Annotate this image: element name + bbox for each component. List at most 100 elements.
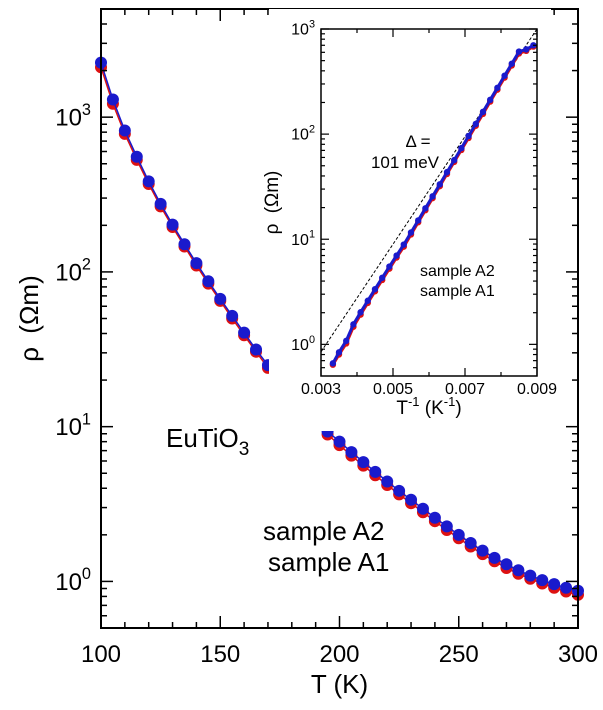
main-legend-sample-a1: sample A1 — [268, 547, 389, 577]
inset-y-axis-symbol: ρ — [262, 223, 283, 234]
inset-point-a2 — [343, 337, 350, 345]
main-point-a2 — [393, 484, 406, 497]
main-x-tick-label: 250 — [439, 641, 479, 668]
main-point-a2 — [512, 564, 525, 577]
main-point-a2 — [428, 511, 441, 524]
main-point-a2 — [190, 257, 203, 270]
main-y-tick-label: 102 — [55, 256, 91, 287]
inset-series-layer — [329, 42, 537, 368]
main-x-tick-label: 300 — [558, 641, 598, 668]
main-point-a2 — [154, 197, 167, 210]
inset-point-a2 — [494, 84, 501, 91]
main-chart: 100 150 200 250 300 100 101 102 103 T (K) ρ (Ωm)… — [14, 8, 598, 699]
main-point-a2 — [333, 435, 346, 448]
inset-x-tick-label: 0.003 — [301, 381, 341, 398]
inset-y-axis-label: ρ (Ωm) — [262, 171, 283, 235]
main-point-a2 — [524, 569, 537, 582]
main-point-a2 — [452, 528, 465, 541]
main-x-tick-label: 200 — [319, 641, 359, 668]
inset-point-a2 — [415, 217, 422, 224]
inset-point-a2 — [386, 263, 393, 270]
inset-point-a2 — [479, 108, 487, 116]
main-point-a2 — [142, 175, 155, 188]
svg-text:ρ (Ωm): ρ (Ωm) — [14, 275, 44, 361]
main-point-a2 — [488, 551, 501, 564]
inset-y-tick-label: 101 — [291, 229, 315, 249]
main-y-tick-label: 103 — [55, 101, 91, 132]
svg-text:ρ (Ωm): ρ (Ωm) — [262, 171, 283, 235]
inset-point-a2 — [350, 321, 357, 328]
inset-y-tick-label: 102 — [291, 124, 315, 144]
inset-point-a2 — [393, 252, 400, 259]
main-point-a2 — [166, 218, 179, 231]
main-x-tick-label: 100 — [81, 641, 121, 668]
inset-y-tick-label: 100 — [291, 334, 315, 354]
main-point-a2 — [106, 93, 119, 106]
inset-point-a2 — [472, 120, 479, 128]
main-point-a2 — [381, 475, 394, 488]
inset-legend-sample-a1: sample A1 — [420, 283, 495, 300]
inset-point-a2 — [443, 168, 451, 176]
inset-point-a2 — [357, 309, 364, 316]
inset-x-axis-label: T-1 (K-1) — [396, 394, 461, 419]
main-series-layer — [95, 56, 584, 601]
main-point-a2 — [560, 581, 573, 594]
inset-point-a2 — [422, 205, 429, 212]
inset-point-a2 — [515, 48, 523, 55]
inset-point-a2 — [371, 285, 379, 293]
main-point-a2 — [226, 309, 239, 322]
main-point-a2 — [118, 124, 131, 137]
inset-ticks: 0.003 0.005 0.007 0.009 100 101 102 103 — [291, 18, 557, 398]
main-point-a2 — [405, 493, 418, 506]
main-y-tick-label: 101 — [55, 410, 91, 441]
main-point-a2 — [357, 456, 370, 469]
material-annotation: EuTiO3 — [166, 423, 249, 460]
inset-x-tick-label: 0.007 — [445, 381, 485, 398]
main-point-a2 — [214, 292, 227, 305]
inset-point-a2 — [407, 229, 415, 236]
inset-point-a2 — [436, 181, 443, 188]
main-point-a2 — [500, 558, 513, 571]
main-legend-sample-a2: sample A2 — [263, 516, 384, 546]
inset-point-a2 — [429, 193, 436, 200]
activation-energy-value: 101 meV — [371, 153, 440, 172]
main-point-a2 — [202, 275, 215, 288]
inset-point-a2 — [508, 60, 515, 67]
inset-point-a2 — [451, 156, 458, 164]
main-point-a2 — [178, 238, 191, 251]
inset-point-a2 — [335, 349, 343, 356]
main-point-a2 — [464, 537, 477, 550]
main-x-axis-label: T (K) — [311, 669, 368, 699]
main-point-a2 — [440, 520, 453, 533]
main-point-a2 — [238, 326, 251, 339]
inset-x-tick-label: 0.005 — [373, 381, 413, 398]
inset-point-a2 — [501, 72, 508, 79]
inset-point-a2 — [487, 96, 494, 104]
inset-y-axis-unit: (Ωm) — [262, 171, 283, 214]
main-point-a2 — [130, 150, 143, 163]
inset-x-tick-label: 0.009 — [517, 381, 557, 398]
main-y-axis-unit: (Ωm) — [14, 275, 44, 333]
inset-point-a2 — [523, 46, 530, 53]
activation-energy-label: Δ = — [405, 132, 430, 151]
main-ticks: 100 150 200 250 300 100 101 102 103 — [55, 9, 598, 668]
main-point-a2 — [476, 544, 489, 557]
main-point-a2 — [548, 578, 561, 591]
main-point-a2 — [250, 343, 263, 356]
inset-point-a2 — [458, 144, 465, 152]
main-point-a2 — [536, 574, 549, 587]
main-y-axis-symbol: ρ — [14, 347, 44, 362]
main-x-tick-label: 150 — [200, 641, 240, 668]
inset-y-tick-label: 103 — [291, 18, 315, 38]
inset-point-a2 — [379, 274, 386, 281]
main-y-tick-label: 100 — [55, 565, 91, 596]
inset-point-a2 — [465, 132, 472, 140]
inset-point-a2 — [364, 297, 371, 304]
main-point-a2 — [416, 502, 429, 515]
main-point-a2 — [369, 465, 382, 478]
inset-chart: 0.003 0.005 0.007 0.009 100 101 102 103 T-1 (K-… — [262, 9, 557, 431]
main-y-axis-label: ρ (Ωm) — [14, 275, 44, 361]
inset-point-a2 — [329, 360, 337, 367]
main-point-a2 — [345, 446, 358, 459]
